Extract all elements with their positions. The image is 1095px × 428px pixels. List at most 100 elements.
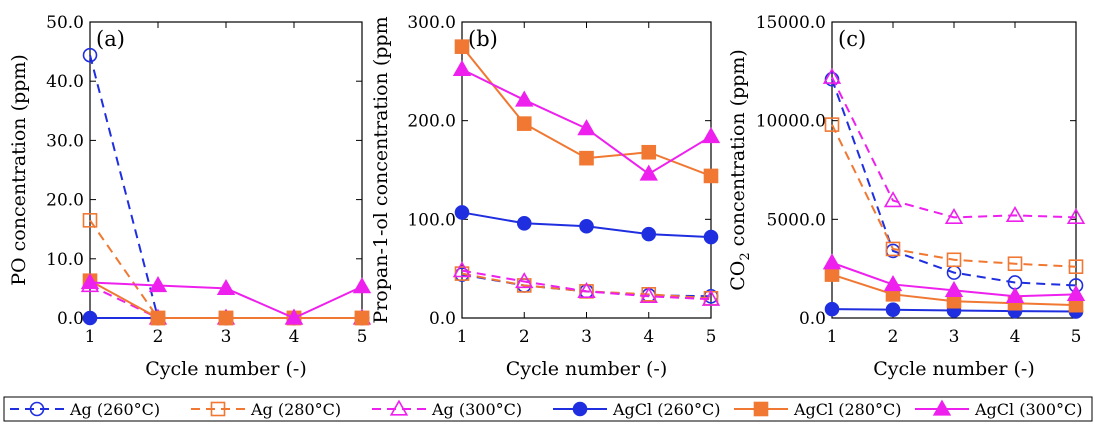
- series-agcl-260-c-: [454, 205, 719, 245]
- data-point: [150, 310, 166, 326]
- x-tick-label: 1: [827, 327, 838, 347]
- y-axis-label: Propan-1-ol concentration (ppm: [370, 16, 392, 323]
- y-tick-label: 0.0: [799, 309, 826, 329]
- data-point: [452, 59, 472, 77]
- data-point: [641, 226, 657, 242]
- x-tick-label: 1: [457, 327, 468, 347]
- legend-item: Ag (280°C): [191, 400, 341, 419]
- data-point: [82, 310, 98, 326]
- data-point: [352, 277, 372, 294]
- series-ag-300-c-: [822, 67, 1086, 225]
- data-point: [216, 278, 236, 296]
- legend-item: AgCl (260°C): [553, 400, 721, 419]
- chart-panel-3: 0.0 5000.0 10000.0 15000.0 1 2 3 4 5 Cycle number…: [727, 13, 1086, 380]
- x-axis-label: Cycle number (-): [873, 358, 1035, 380]
- series-ag-280-c-: [82, 213, 370, 326]
- data-point: [577, 281, 596, 299]
- x-tick-label: 4: [643, 327, 654, 347]
- x-tick-label: 1: [85, 327, 96, 347]
- series-line: [461, 269, 712, 301]
- x-tick-label: 5: [1071, 327, 1082, 347]
- series-ag-280-c-: [454, 266, 719, 306]
- data-point: [82, 213, 98, 228]
- panel-label: (c): [838, 27, 866, 51]
- panel-label: (b): [468, 27, 498, 51]
- legend-label: AgCl (280°C): [793, 400, 902, 419]
- y-tick-label: 100.0: [407, 210, 456, 230]
- legend-label: AgCl (260°C): [612, 400, 721, 419]
- y-tick-label: 200.0: [407, 112, 456, 132]
- series-ag-280-c-: [824, 117, 1084, 274]
- legend-item: Ag (260°C): [10, 400, 160, 419]
- y-axis-label-main: CO: [727, 261, 749, 291]
- x-tick-label: 3: [581, 327, 592, 347]
- data-point: [885, 302, 901, 318]
- data-point: [641, 144, 657, 160]
- data-point: [946, 252, 962, 268]
- y-tick-label: 40.0: [46, 72, 84, 92]
- x-tick-label: 5: [706, 327, 717, 347]
- legend-item: AgCl (280°C): [734, 400, 902, 419]
- y-tick-label: 5000.0: [767, 210, 826, 230]
- data-point: [284, 308, 304, 325]
- y-axis-label-subscript: 2: [738, 252, 753, 260]
- y-tick-label: 15000.0: [756, 13, 826, 33]
- series-agcl-300-c-: [452, 59, 721, 181]
- y-axis-label: CO2 concentration (ppm): [727, 49, 753, 291]
- data-point: [883, 191, 903, 208]
- y-tick-label: 10000.0: [756, 112, 826, 132]
- y-tick-label: 0.0: [57, 309, 84, 329]
- legend-item: AgCl (300°C): [915, 399, 1083, 419]
- data-point: [822, 253, 842, 270]
- x-tick-label: 4: [1010, 327, 1021, 347]
- data-point: [80, 273, 100, 290]
- plot-frame: [461, 21, 712, 319]
- data-point: [516, 215, 532, 231]
- data-point: [639, 286, 658, 303]
- legend-label: AgCl (300°C): [974, 400, 1083, 419]
- y-axis-label: PO concentration (ppm): [8, 54, 30, 285]
- legend-marker: [572, 401, 588, 417]
- data-point: [454, 205, 470, 220]
- data-point: [944, 207, 964, 225]
- legend-item: Ag (300°C): [372, 399, 522, 419]
- data-point: [515, 272, 534, 289]
- x-axis-label: Cycle number (-): [145, 358, 307, 380]
- series-line: [831, 76, 1077, 219]
- data-point: [1005, 205, 1025, 223]
- data-point: [824, 301, 840, 317]
- series-agcl-300-c-: [822, 253, 1086, 303]
- data-point: [1005, 286, 1025, 303]
- data-point: [82, 47, 98, 63]
- data-point: [703, 229, 719, 245]
- y-tick-label: 50.0: [46, 13, 84, 33]
- legend-marker: [29, 401, 45, 417]
- data-point: [516, 116, 532, 131]
- data-point: [703, 168, 719, 184]
- x-tick-label: 5: [357, 327, 368, 347]
- x-tick-label: 3: [949, 327, 960, 347]
- legend-label: Ag (300°C): [431, 400, 522, 419]
- data-point: [822, 67, 842, 84]
- y-tick-label: 300.0: [407, 13, 456, 33]
- y-tick-label: 0.0: [429, 309, 456, 329]
- series-line: [831, 124, 1077, 268]
- y-axis-label-rest: concentration (ppm): [727, 49, 749, 252]
- plot-frame: [89, 21, 363, 319]
- chart-panel-1: 0.0 10.0 20.0 30.0 40.0 50.0 1 2 3 4 5 Cycle number…: [8, 13, 372, 380]
- series-line: [831, 78, 1077, 287]
- legend-marker: [389, 399, 409, 416]
- series-agcl-280-c-: [454, 39, 719, 184]
- series-ag-300-c-: [452, 261, 721, 306]
- series-agcl-280-c-: [824, 267, 1084, 313]
- y-tick-label: 10.0: [46, 250, 84, 270]
- chart-panel-2: 0.0 100.0 200.0 300.0 1 2 3 4 5 Cycle number (-) P…: [370, 13, 721, 380]
- data-point: [824, 117, 840, 132]
- data-point: [218, 310, 234, 326]
- data-point: [885, 241, 901, 257]
- data-point: [577, 119, 596, 136]
- data-point: [452, 261, 472, 278]
- x-tick-label: 3: [221, 327, 232, 347]
